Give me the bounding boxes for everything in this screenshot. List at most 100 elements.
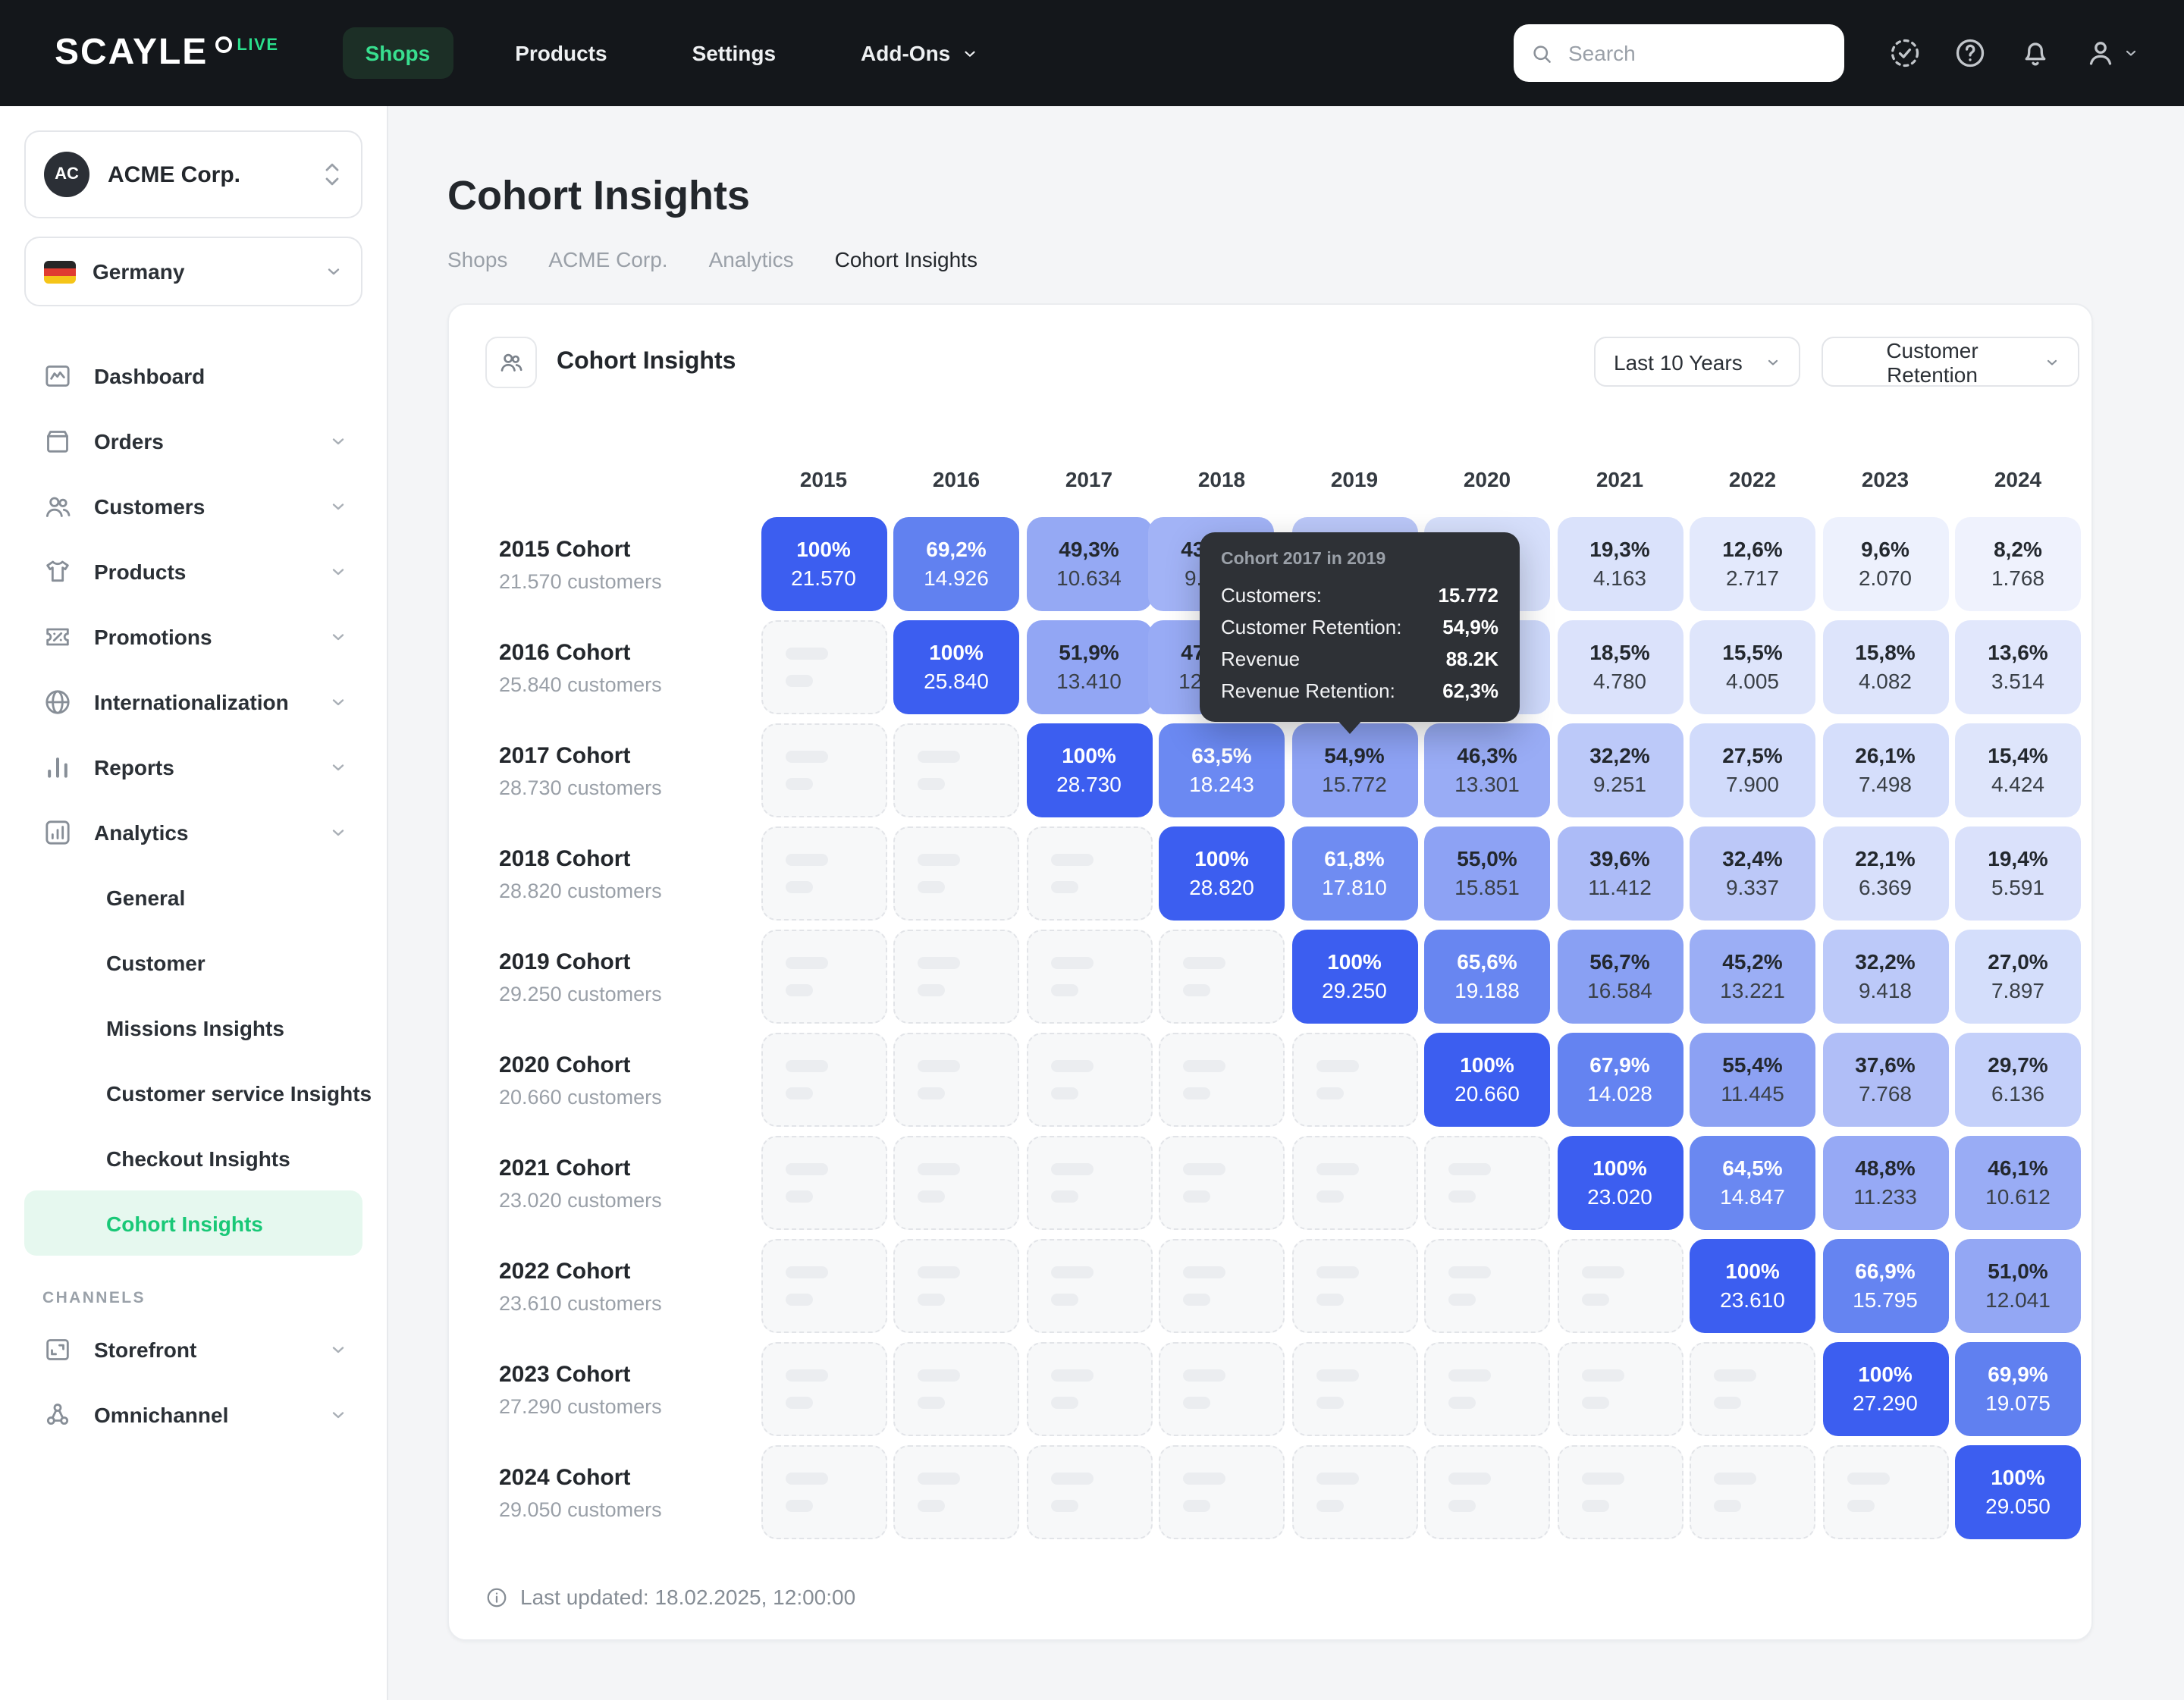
- cohort-cell-2024[interactable]: 19,4% 5.591: [1955, 826, 2081, 921]
- cohort-cell-2020[interactable]: 65,6% 19.188: [1424, 930, 1550, 1024]
- sidebar-item-general[interactable]: General: [24, 864, 362, 930]
- cohort-cell-2020[interactable]: 46,3% 13.301: [1424, 723, 1550, 818]
- status-check-icon[interactable]: [1888, 36, 1922, 70]
- cohort-cell-2024[interactable]: 13,6% 3.514: [1955, 620, 2081, 715]
- cohort-cell-2019[interactable]: 61,8% 17.810: [1291, 826, 1417, 921]
- cohort-cell-2024[interactable]: 51,0% 12.041: [1955, 1239, 2081, 1334]
- cohort-cell-2023[interactable]: 100% 27.290: [1822, 1342, 1948, 1437]
- cohort-cell-2023[interactable]: 26,1% 7.498: [1822, 723, 1948, 818]
- cohort-cell-2016[interactable]: 100% 25.840: [893, 620, 1019, 715]
- org-switcher[interactable]: AC ACME Corp.: [24, 130, 362, 218]
- cohort-cell-2023[interactable]: 32,2% 9.418: [1822, 930, 1948, 1024]
- cohort-cell-2022[interactable]: 27,5% 7.900: [1690, 723, 1815, 818]
- cohort-cell-2021[interactable]: 56,7% 16.584: [1557, 930, 1683, 1024]
- metric-dropdown[interactable]: Customer Retention: [1822, 337, 2079, 387]
- search-box[interactable]: [1514, 24, 1844, 82]
- sidebar-item-dashboard[interactable]: Dashboard: [24, 343, 362, 408]
- sidebar-item-customer-service-insights[interactable]: Customer service Insights: [24, 1060, 372, 1125]
- bell-icon[interactable]: [2019, 36, 2052, 70]
- cohort-cell-2024[interactable]: 15,4% 4.424: [1955, 723, 2081, 818]
- cohort-cell-2019[interactable]: 54,9% 15.772: [1291, 723, 1417, 818]
- cohort-cell-2023[interactable]: 15,8% 4.082: [1822, 620, 1948, 715]
- cohort-cell-2021[interactable]: 100% 23.020: [1557, 1136, 1683, 1231]
- sidebar-item-checkout-insights[interactable]: Checkout Insights: [24, 1125, 362, 1190]
- cohort-name: 2017 Cohort: [499, 742, 631, 769]
- sidebar-item-customer[interactable]: Customer: [24, 930, 362, 995]
- sidebar-item-customers[interactable]: Customers: [24, 473, 362, 538]
- cohort-row-label: 2018 Cohort 28.820 customers: [485, 826, 754, 921]
- topnav-add-ons[interactable]: Add-Ons: [838, 27, 1000, 79]
- topnav-shops[interactable]: Shops: [342, 27, 453, 79]
- sidebar-item-cohort-insights[interactable]: Cohort Insights: [24, 1190, 362, 1256]
- tooltip-value: 88.2K: [1445, 648, 1498, 671]
- sidebar-item-missions-insights[interactable]: Missions Insights: [24, 995, 362, 1060]
- topnav-products[interactable]: Products: [492, 27, 629, 79]
- cohort-cell-2021[interactable]: 67,9% 14.028: [1557, 1033, 1683, 1128]
- sidebar-item-omnichannel[interactable]: Omnichannel: [24, 1382, 362, 1447]
- cohort-name: 2022 Cohort: [499, 1258, 631, 1284]
- help-icon[interactable]: [1953, 36, 1987, 70]
- breadcrumb-shops[interactable]: Shops: [447, 247, 508, 272]
- cohort-cell-2017[interactable]: 100% 28.730: [1026, 723, 1152, 818]
- skeleton-bar: [785, 751, 827, 764]
- cohort-cell-2023[interactable]: 9,6% 2.070: [1822, 517, 1948, 612]
- cohort-cell-2023[interactable]: 37,6% 7.768: [1822, 1033, 1948, 1128]
- cohort-cell-2021[interactable]: 18,5% 4.780: [1557, 620, 1683, 715]
- cell-customers-value: 5.591: [1991, 875, 2045, 900]
- cohort-cell-2018[interactable]: 100% 28.820: [1159, 826, 1285, 921]
- cohort-cell-2022[interactable]: 45,2% 13.221: [1690, 930, 1815, 1024]
- cohort-cell-2022[interactable]: 64,5% 14.847: [1690, 1136, 1815, 1231]
- country-selector[interactable]: Germany: [24, 237, 362, 306]
- cohort-cell-2022[interactable]: 15,5% 4.005: [1690, 620, 1815, 715]
- cohort-cell-2018[interactable]: 63,5% 18.243: [1159, 723, 1285, 818]
- storefront-icon: [42, 1334, 73, 1364]
- sidebar-item-reports[interactable]: Reports: [24, 734, 362, 799]
- cohort-cell-2024[interactable]: 29,7% 6.136: [1955, 1033, 2081, 1128]
- cohort-cell-2015[interactable]: 100% 21.570: [761, 517, 886, 612]
- cohort-cell-2022[interactable]: 12,6% 2.717: [1690, 517, 1815, 612]
- skeleton-bar: [918, 1473, 960, 1485]
- cohort-cell-2020[interactable]: 55,0% 15.851: [1424, 826, 1550, 921]
- cohort-cell-2024[interactable]: 100% 29.050: [1955, 1445, 2081, 1540]
- cohort-cell-2021[interactable]: 19,3% 4.163: [1557, 517, 1683, 612]
- cohort-cell-2021[interactable]: 39,6% 11.412: [1557, 826, 1683, 921]
- cohort-cell-2024[interactable]: 27,0% 7.897: [1955, 930, 2081, 1024]
- cohort-cell-2023[interactable]: 48,8% 11.233: [1822, 1136, 1948, 1231]
- skeleton-bar: [1183, 1087, 1210, 1100]
- cohort-cell-2019[interactable]: 100% 29.250: [1291, 930, 1417, 1024]
- cohort-cell-2020[interactable]: 100% 20.660: [1424, 1033, 1550, 1128]
- sidebar-item-orders[interactable]: Orders: [24, 408, 362, 473]
- skeleton-bar: [918, 881, 945, 894]
- sidebar-item-analytics[interactable]: Analytics: [24, 799, 362, 864]
- skeleton-bar: [785, 1369, 827, 1382]
- cohort-cell-2024[interactable]: 46,1% 10.612: [1955, 1136, 2081, 1231]
- skeleton-bar: [918, 854, 960, 867]
- cohort-cell-2023[interactable]: 22,1% 6.369: [1822, 826, 1948, 921]
- cohort-cell-2024[interactable]: 8,2% 1.768: [1955, 517, 2081, 612]
- breadcrumb-acme-corp-[interactable]: ACME Corp.: [548, 247, 668, 272]
- sidebar-item-internationalization[interactable]: Internationalization: [24, 669, 362, 734]
- cohort-row-label: 2020 Cohort 20.660 customers: [485, 1033, 754, 1127]
- cohort-cell-2016[interactable]: 69,2% 14.926: [893, 517, 1019, 612]
- cohort-cell-2023[interactable]: 66,9% 15.795: [1822, 1239, 1948, 1334]
- cohort-cell-2022[interactable]: 55,4% 11.445: [1690, 1033, 1815, 1128]
- cohort-cell-2017[interactable]: 51,9% 13.410: [1026, 620, 1152, 715]
- cohort-cell-2021[interactable]: 32,2% 9.251: [1557, 723, 1683, 818]
- empty-cell: [1424, 1239, 1550, 1334]
- sidebar-item-promotions[interactable]: Promotions: [24, 604, 362, 669]
- cohort-cell-2024[interactable]: 69,9% 19.075: [1955, 1342, 2081, 1437]
- search-input[interactable]: [1565, 39, 1828, 67]
- skeleton-bar: [1050, 854, 1093, 867]
- time-range-dropdown[interactable]: Last 10 Years: [1594, 337, 1800, 387]
- topnav-settings[interactable]: Settings: [670, 27, 799, 79]
- cohort-cell-2017[interactable]: 49,3% 10.634: [1026, 517, 1152, 612]
- skeleton-bar: [1448, 1369, 1491, 1382]
- skeleton-bar: [785, 1163, 827, 1176]
- cohort-cell-2022[interactable]: 100% 23.610: [1690, 1239, 1815, 1334]
- empty-cell: [893, 1136, 1019, 1231]
- breadcrumb-analytics[interactable]: Analytics: [708, 247, 794, 272]
- sidebar-item-products[interactable]: Products: [24, 538, 362, 604]
- cohort-cell-2022[interactable]: 32,4% 9.337: [1690, 826, 1815, 921]
- sidebar-item-storefront[interactable]: Storefront: [24, 1316, 362, 1382]
- user-menu[interactable]: [2084, 36, 2138, 70]
